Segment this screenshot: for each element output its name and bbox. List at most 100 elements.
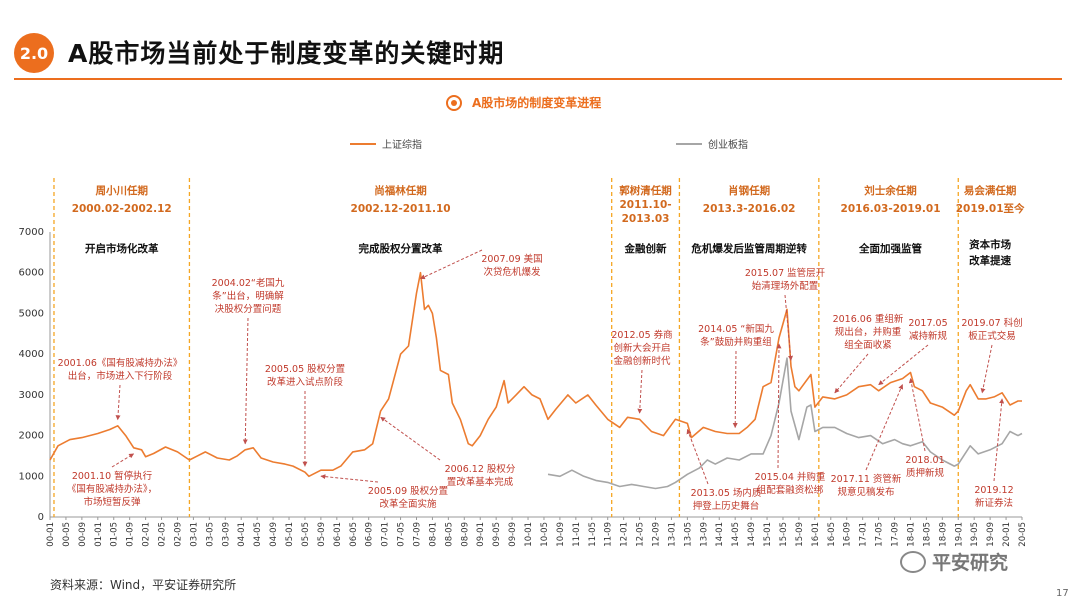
annotation-label: 2001.06《国有股减持办法》出台，市场进入下行阶段 — [58, 357, 183, 382]
y-tick-label: 2000 — [19, 431, 44, 442]
chinext-line — [547, 357, 1023, 490]
x-tick-label: 01-09 — [126, 522, 136, 547]
x-tick-label: 15-05 — [779, 522, 789, 547]
era-chair-label: 刘士余任期 — [864, 184, 917, 197]
x-tick-label: 13-09 — [699, 522, 709, 547]
annotation-arrow — [686, 428, 709, 485]
annotation-label: 2013.05 场内质押登上历史舞台 — [691, 487, 762, 512]
era-chair-label: 郭树清任期 — [619, 184, 672, 197]
x-tick-label: 19-09 — [986, 522, 996, 547]
watermark-text: 平安研究 — [932, 552, 1009, 574]
x-tick-label: 15-01 — [763, 522, 773, 547]
era-theme-label: 危机爆发后监管周期逆转 — [690, 242, 807, 255]
era-theme-label: 改革提速 — [969, 254, 1011, 267]
chart-subtitle: A股市场的制度变革进程 — [446, 94, 601, 111]
x-tick-label: 03-05 — [205, 522, 215, 547]
x-tick-label: 01-05 — [110, 522, 120, 547]
era-period-label: 2000.02-2002.12 — [72, 203, 172, 215]
x-tick-label: 09-05 — [492, 522, 502, 547]
annotation-label: 2019.07 科创板正式交易 — [961, 317, 1022, 342]
legend-item-sse: 上证综指 — [350, 136, 422, 151]
x-tick-label: 11-05 — [588, 522, 598, 547]
x-tick-label: 11-01 — [572, 522, 582, 547]
era-theme-label: 金融创新 — [624, 242, 667, 255]
x-tick-label: 06-01 — [333, 522, 343, 547]
annotation-arrow — [993, 398, 1005, 482]
x-tick-label: 07-05 — [397, 522, 407, 547]
x-tick-label: 20-05 — [1018, 522, 1028, 547]
x-tick-label: 00-09 — [78, 522, 88, 547]
title-divider — [14, 78, 1062, 80]
x-tick-label: 06-05 — [349, 522, 359, 547]
x-tick-label: 02-05 — [158, 522, 168, 547]
annotation-label: 2015.07 监管层开始清理场外配置 — [745, 267, 826, 292]
annotation-arrow — [878, 344, 929, 386]
annotation-label: 2005.09 股权分置改革全面实施 — [368, 485, 448, 510]
x-tick-label: 11-09 — [604, 522, 614, 547]
y-tick-label: 7000 — [19, 227, 44, 238]
x-tick-label: 10-01 — [524, 522, 534, 547]
era-period-label: 2019.01至今 — [956, 202, 1025, 215]
legend-swatch-chinext — [676, 142, 702, 145]
era-chair-label: 周小川任期 — [95, 184, 148, 197]
x-tick-label: 17-05 — [875, 522, 885, 547]
x-tick-label: 08-09 — [460, 522, 470, 547]
x-tick-label: 04-05 — [253, 522, 263, 547]
x-tick-label: 19-05 — [970, 522, 980, 547]
x-tick-label: 08-01 — [428, 522, 438, 547]
x-tick-label: 02-09 — [173, 522, 183, 547]
era-theme-label: 开启市场化改革 — [85, 242, 159, 255]
annotation-label: 2019.12 新证券法 — [974, 485, 1013, 509]
x-tick-label: 00-05 — [62, 522, 72, 547]
x-tick-label: 18-05 — [922, 522, 932, 547]
x-tick-label: 12-01 — [620, 522, 630, 547]
annotation-label: 2015.04 并购重组配套融资松绑 — [755, 471, 826, 496]
annotation-arrow — [637, 369, 643, 414]
x-tick-label: 02-01 — [142, 522, 152, 547]
annotation-label: 2005.05 股权分置改革进入试点阶段 — [265, 363, 345, 388]
y-tick-label: 0 — [38, 512, 44, 523]
annotation-arrow — [242, 317, 249, 445]
x-tick-label: 08-05 — [444, 522, 454, 547]
annotation-arrow — [420, 249, 483, 280]
x-tick-label: 09-09 — [508, 522, 518, 547]
annotation-arrow — [320, 474, 379, 483]
x-tick-label: 15-09 — [795, 522, 805, 547]
annotation-arrow — [834, 353, 869, 394]
y-tick-label: 3000 — [19, 390, 44, 401]
annotation-arrow — [980, 344, 993, 394]
x-tick-label: 06-09 — [365, 522, 375, 547]
x-tick-label: 12-09 — [652, 522, 662, 547]
era-theme-label: 完成股权分置改革 — [359, 242, 443, 255]
x-tick-label: 18-09 — [938, 522, 948, 547]
x-tick-label: 17-01 — [859, 522, 869, 547]
x-tick-label: 16-01 — [811, 522, 821, 547]
annotation-label: 2017.05 减持新规 — [908, 318, 947, 342]
annotation-label: 2014.05 “新国九条”鼓励并购重组 — [698, 323, 774, 348]
legend-swatch-sse — [350, 142, 376, 145]
x-tick-label: 19-01 — [954, 522, 964, 547]
annotation-arrow — [784, 294, 794, 361]
wechat-icon — [900, 550, 926, 573]
annotation-label: 2007.09 美国次贷危机爆发 — [481, 253, 542, 278]
x-tick-label: 05-01 — [285, 522, 295, 547]
era-theme-label: 全面加强监管 — [858, 242, 922, 255]
x-tick-label: 13-01 — [667, 522, 677, 547]
annotation-arrow — [732, 350, 738, 429]
x-tick-label: 04-09 — [269, 522, 279, 547]
annotation-arrow — [380, 416, 441, 461]
x-tick-label: 12-05 — [636, 522, 646, 547]
x-tick-label: 05-09 — [317, 522, 327, 547]
annotation-label: 2012.05 券商创新大会开启金融创新时代 — [611, 329, 672, 367]
x-tick-label: 18-01 — [906, 522, 916, 547]
y-tick-label: 1000 — [19, 471, 44, 482]
index-line-chart: 0 1000 2000 3000 4000 5000 6000 7000 00-01 00-05 0… — [19, 178, 1028, 547]
x-tick-label: 01-01 — [94, 522, 104, 547]
era-period-label: 2016.03-2019.01 — [841, 203, 941, 215]
x-tick-label: 10-05 — [540, 522, 550, 547]
legend-item-chinext: 创业板指 — [676, 136, 748, 151]
era-period-label: 2013.3-2016.02 — [703, 203, 796, 215]
legend-label-chinext: 创业板指 — [708, 140, 748, 151]
annotation-label: 2016.06 重组新规出台，并购重组全面收紧 — [833, 313, 904, 351]
x-tick-label: 04-01 — [237, 522, 247, 547]
